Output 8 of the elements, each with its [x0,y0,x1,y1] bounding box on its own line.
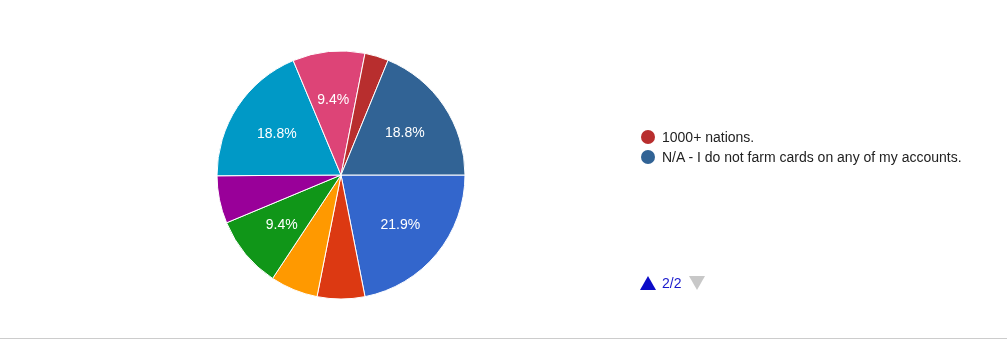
data-label: 18.8% [385,124,425,141]
data-label: 18.8% [257,124,297,141]
data-label: 9.4% [317,90,350,107]
legend-label: 1000+ nations. [662,128,755,146]
text: 2/2 [662,275,682,291]
legend-label: N/A - I do not farm cards on any of my accounts. [662,148,962,166]
data-label: 21.9% [380,215,421,232]
data-label: 9.4% [265,216,298,233]
